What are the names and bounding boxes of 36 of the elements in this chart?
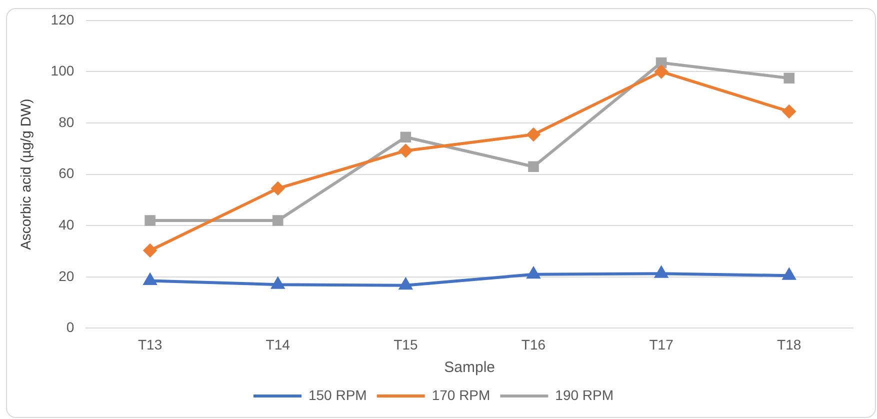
y-tick-label: 80 <box>58 114 74 130</box>
point <box>271 182 284 195</box>
legend-label: 190 RPM <box>555 386 614 403</box>
y-tick-label: 100 <box>50 62 74 79</box>
point <box>144 244 157 257</box>
point <box>654 65 668 78</box>
point <box>400 132 412 142</box>
y-tick-label: 20 <box>58 268 74 284</box>
point <box>399 278 412 290</box>
point <box>528 161 539 172</box>
x-tick-label: T18 <box>777 336 802 352</box>
y-axis-title: Ascorbic acid (µg/g DW) <box>17 98 34 250</box>
point <box>782 268 796 280</box>
x-tick-label: T14 <box>266 336 290 352</box>
x-tick-label: T17 <box>649 336 674 352</box>
x-tick-label: T13 <box>138 336 162 352</box>
point <box>144 215 156 226</box>
y-tick-label: 0 <box>66 319 74 336</box>
x-tick-label: T15 <box>394 336 418 352</box>
point <box>526 128 540 142</box>
point <box>144 274 156 285</box>
point <box>527 267 540 279</box>
point <box>784 72 794 84</box>
legend-label: 150 RPM <box>308 386 367 403</box>
y-tick-label: 120 <box>50 11 74 28</box>
legend-label: 170 RPM <box>432 386 490 403</box>
point <box>782 104 796 118</box>
point <box>272 215 284 226</box>
point <box>655 266 668 278</box>
point <box>399 144 412 158</box>
y-tick-label: 40 <box>58 216 74 232</box>
y-tick-label: 60 <box>58 165 74 182</box>
point <box>272 278 284 289</box>
x-axis-title: Sample <box>444 359 496 376</box>
point <box>656 57 667 68</box>
x-tick-label: T16 <box>521 336 546 352</box>
